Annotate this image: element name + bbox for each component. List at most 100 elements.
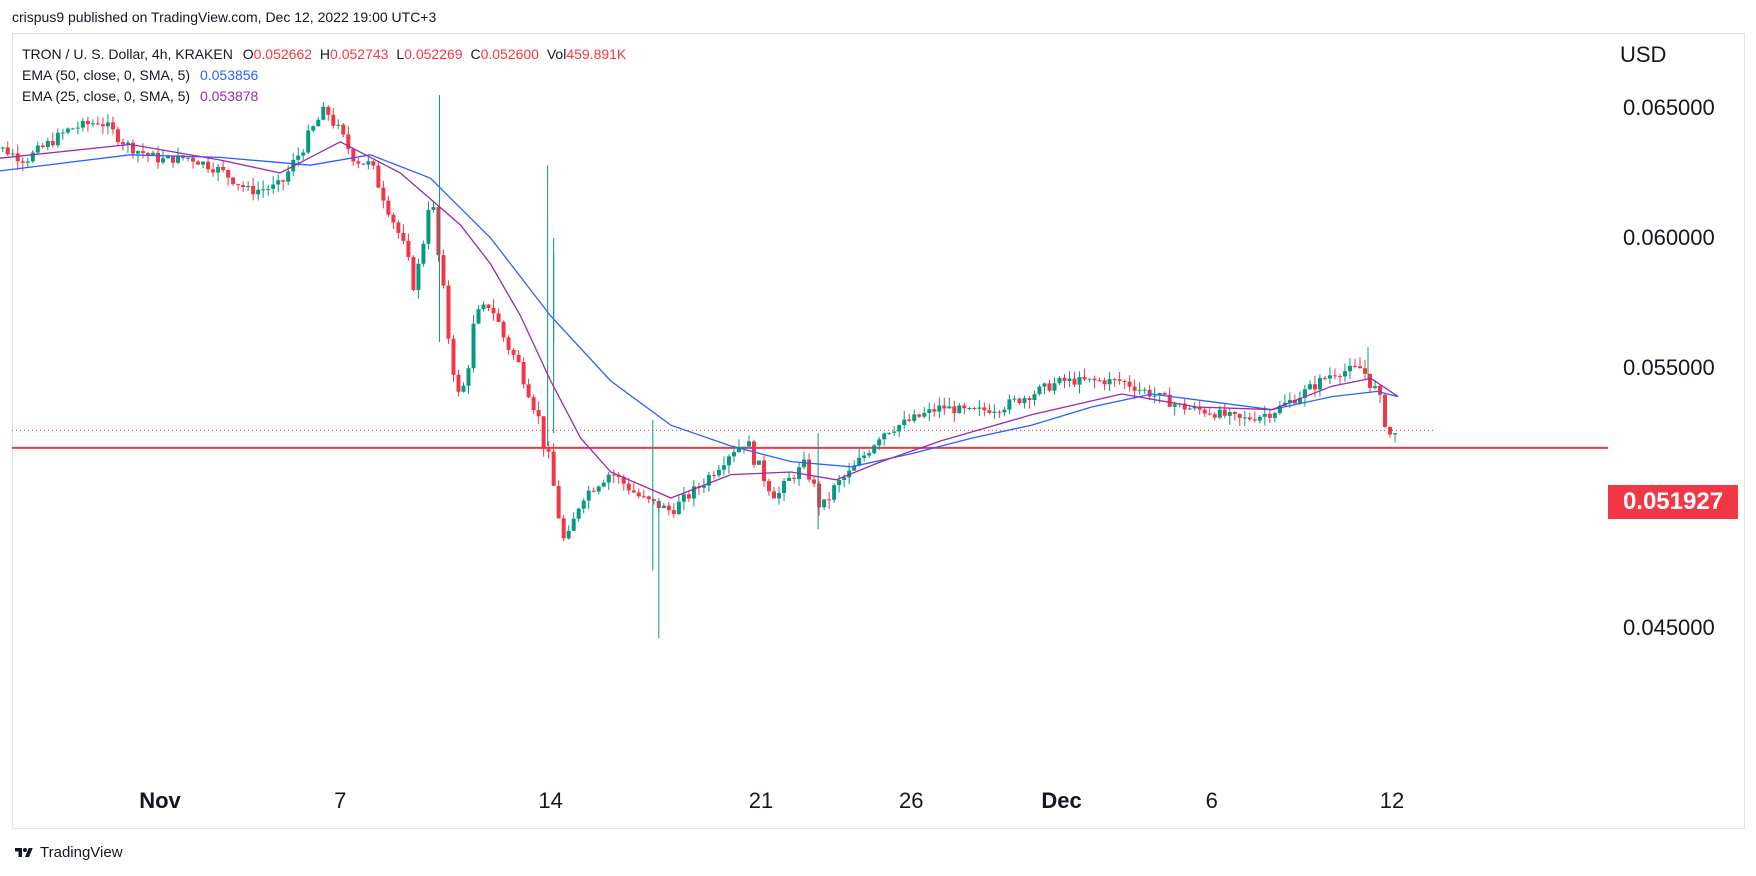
candle — [937, 397, 942, 419]
footer-brand[interactable]: TradingView — [12, 844, 123, 861]
candle — [992, 404, 997, 420]
candle — [1067, 371, 1072, 388]
candle — [1393, 433, 1398, 443]
candle-body — [276, 180, 281, 185]
candle — [772, 486, 777, 499]
candle — [872, 443, 877, 455]
candle-body — [1102, 380, 1107, 385]
candle — [957, 403, 962, 414]
candle-body — [446, 285, 451, 339]
candle — [611, 469, 616, 484]
candle-body — [576, 508, 581, 519]
candle-body — [1212, 414, 1217, 418]
candle-body — [807, 459, 812, 480]
candle — [95, 116, 100, 126]
ema25-label: EMA (25, close, 0, SMA, 5) — [22, 88, 191, 104]
candle-body — [892, 431, 897, 433]
candle — [1352, 358, 1357, 369]
candle-body — [726, 456, 731, 466]
candle-body — [75, 127, 80, 129]
candle — [196, 160, 201, 165]
candle-body — [176, 155, 181, 163]
candle-body — [1042, 383, 1047, 387]
candle-body — [641, 496, 646, 498]
candle — [822, 499, 827, 511]
candle-body — [1172, 404, 1177, 407]
candle — [751, 439, 756, 468]
candle-body — [316, 119, 321, 127]
candle-body — [746, 441, 751, 447]
candle — [802, 451, 807, 470]
candle-body — [1342, 371, 1347, 377]
candle — [155, 146, 160, 169]
candle — [436, 205, 441, 262]
candle-body — [932, 409, 937, 412]
candle — [1032, 390, 1037, 407]
candle-body — [1222, 409, 1227, 416]
x-tick-label: Nov — [139, 788, 181, 813]
candle — [576, 507, 581, 522]
candle — [206, 157, 211, 174]
candle — [306, 124, 311, 154]
candle — [1272, 411, 1277, 423]
candle-body — [301, 152, 306, 156]
candle-body — [256, 189, 261, 195]
candle-body — [736, 446, 741, 453]
candle-body — [1312, 384, 1317, 390]
candle — [917, 413, 922, 418]
candle — [15, 144, 20, 171]
candle — [1062, 374, 1067, 389]
candle-body — [1072, 378, 1077, 385]
candle — [506, 335, 511, 355]
candle-body — [1167, 394, 1172, 407]
candle-body — [822, 499, 827, 508]
candle-body — [1077, 377, 1082, 385]
candle-body — [296, 155, 301, 160]
tradingview-logo-icon — [15, 847, 33, 857]
candle-body — [1192, 406, 1197, 409]
candle — [676, 494, 681, 515]
candle-body — [145, 153, 150, 156]
candle-body — [927, 409, 932, 413]
candle-body — [70, 128, 75, 130]
candle-body — [311, 126, 316, 131]
candle — [366, 157, 371, 170]
low-value: 0.052269 — [404, 46, 463, 62]
candle — [1237, 413, 1242, 426]
candle-body — [782, 480, 787, 493]
candle — [326, 105, 331, 121]
candle — [556, 480, 561, 519]
candle — [211, 162, 216, 177]
currency-label[interactable]: USD — [1620, 42, 1667, 67]
ema50-row[interactable]: EMA (50, close, 0, SMA, 5) 0.053856 — [22, 65, 626, 86]
candle-body — [571, 518, 576, 531]
candle-body — [561, 518, 566, 539]
candle-body — [631, 490, 636, 493]
candle — [1147, 385, 1152, 401]
candle-body — [105, 122, 110, 127]
candle-body — [842, 477, 847, 481]
candle-body — [331, 114, 336, 126]
candle — [1082, 368, 1087, 382]
candle — [706, 471, 711, 492]
candle — [1167, 387, 1172, 408]
candle-body — [646, 496, 651, 500]
candle-body — [787, 477, 792, 481]
candle — [110, 116, 115, 135]
candle-body — [376, 165, 381, 188]
ema25-row[interactable]: EMA (25, close, 0, SMA, 5) 0.053878 — [22, 86, 626, 107]
ohlc-row[interactable]: TRON / U. S. Dollar, 4h, KRAKEN O0.05266… — [22, 44, 626, 65]
candle — [636, 488, 641, 499]
candle — [762, 455, 767, 487]
candle — [1097, 377, 1102, 382]
candle — [691, 480, 696, 507]
candle — [907, 413, 912, 423]
chart-frame[interactable] — [12, 33, 1745, 829]
candle — [30, 149, 35, 163]
candle — [135, 150, 140, 163]
candle-body — [686, 494, 691, 499]
candle — [466, 364, 471, 395]
candle-body — [626, 483, 631, 491]
candle-body — [186, 157, 191, 159]
